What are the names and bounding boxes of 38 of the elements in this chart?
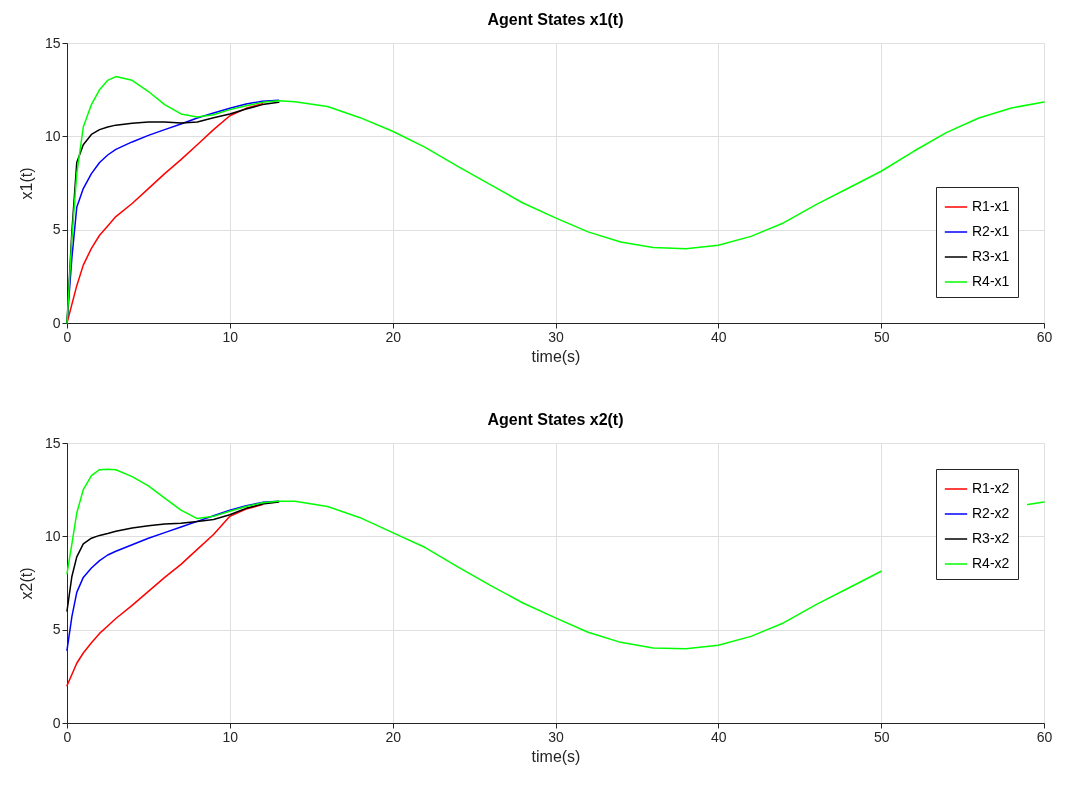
line-series — [66, 501, 280, 612]
x-tick-label: 0 — [63, 728, 72, 745]
x-tick-label: 60 — [1036, 728, 1053, 745]
x-tick-label: 40 — [711, 728, 727, 745]
x-tick-label: 50 — [873, 728, 890, 745]
legend-label: R1-x1 — [972, 198, 1010, 214]
x-tick-label: 50 — [873, 328, 890, 345]
y-tick-label: 15 — [44, 434, 61, 451]
x-tick-label: 10 — [222, 728, 239, 745]
y-axis-title: x2(t) — [17, 567, 35, 600]
x-tick-label: 60 — [1036, 328, 1053, 345]
y-tick-label: 5 — [52, 621, 61, 638]
x-tick-label: 30 — [548, 328, 564, 345]
y-axis-title: x1(t) — [17, 167, 35, 200]
legend-label: R1-x2 — [972, 480, 1010, 496]
y-tick-label: 15 — [44, 34, 61, 51]
legend-label: R4-x1 — [972, 273, 1010, 289]
legend-label: R2-x1 — [972, 223, 1010, 239]
x-tick-label: 40 — [711, 328, 727, 345]
y-tick-label: 0 — [52, 714, 61, 731]
chart-title: Agent States x1(t) — [487, 11, 624, 28]
y-tick-label: 10 — [44, 127, 61, 144]
x-tick-label: 10 — [222, 328, 239, 345]
x-tick-label: 20 — [385, 328, 402, 345]
y-tick-label: 0 — [52, 314, 61, 331]
legend-label: R3-x2 — [972, 530, 1010, 546]
y-tick-label: 10 — [44, 527, 61, 544]
y-tick-label: 5 — [52, 221, 61, 238]
chart-title: Agent States x2(t) — [487, 411, 624, 428]
x-tick-label: 20 — [385, 728, 402, 745]
legend-label: R4-x2 — [972, 555, 1010, 571]
x-tick-label: 0 — [63, 328, 72, 345]
x-axis-title: time(s) — [531, 747, 581, 765]
x-axis-title: time(s) — [531, 347, 581, 365]
x-tick-label: 30 — [548, 728, 564, 745]
line-series — [66, 503, 264, 687]
legend-label: R2-x2 — [972, 505, 1010, 521]
legend-label: R3-x1 — [972, 248, 1010, 264]
